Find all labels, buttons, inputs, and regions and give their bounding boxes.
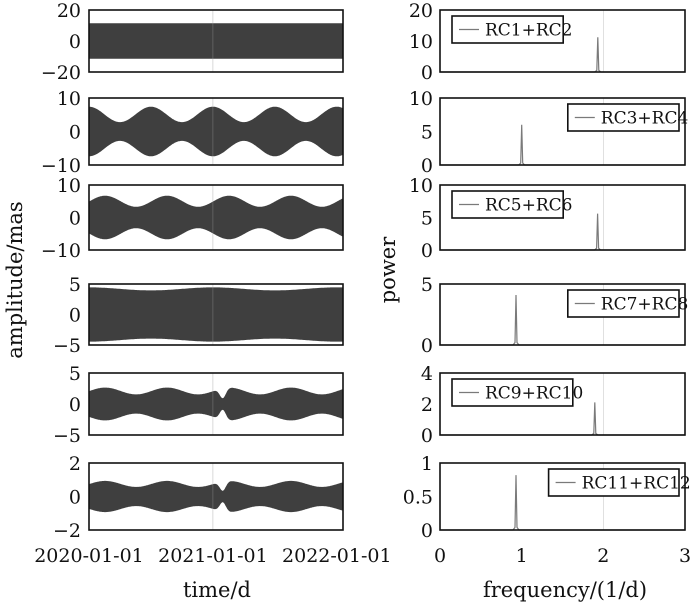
x-tick-label: 2020-01-01	[34, 545, 144, 567]
spectrum-peak	[440, 213, 685, 251]
power-axis-label: power	[376, 236, 400, 303]
y-tick-label: −5	[53, 425, 81, 447]
legend-label: RC5+RC6	[485, 196, 573, 216]
spectrum-peak	[440, 402, 685, 436]
spectrum-panel: 10 5 0 RC5+RC6	[409, 175, 686, 262]
signal-envelope	[89, 287, 343, 342]
y-tick-label: 0	[421, 520, 433, 542]
time-panel: 2 0 −2	[53, 453, 344, 542]
legend-box	[451, 190, 564, 219]
y-tick-label: 0	[69, 394, 81, 416]
panel-frame	[439, 9, 686, 73]
x-tick-label: 3	[679, 545, 691, 567]
signal-envelope	[89, 106, 343, 157]
x-tick-label: 2022-01-01	[282, 545, 392, 567]
y-tick-label: 2	[69, 453, 81, 475]
legend-label: RC1+RC2	[485, 21, 573, 41]
spectrum-panel: 5 0 RC7+RC8	[421, 274, 688, 357]
panel-frame	[88, 372, 344, 436]
legend-label: RC9+RC10	[485, 384, 583, 404]
frequency-axis-label: frequency/(1/d)	[483, 578, 647, 602]
y-tick-label: 0	[69, 487, 81, 509]
panel-frame	[88, 9, 344, 73]
y-tick-label: 0	[69, 31, 81, 53]
time-panel: 5 0 −5	[53, 363, 344, 447]
y-tick-label: 20	[57, 0, 81, 22]
y-tick-label: 10	[57, 175, 81, 197]
time-axis-label: time/d	[183, 578, 251, 602]
y-tick-label: 10	[409, 175, 433, 197]
y-tick-label: 5	[69, 274, 81, 296]
y-tick-label: 4	[421, 363, 433, 385]
y-tick-label: −5	[53, 335, 81, 357]
y-tick-label: 0.5	[403, 487, 433, 509]
x-tick-label: 1	[516, 545, 528, 567]
power-spectrum-panels: 20100RC1+RC21050RC3+RC41050RC5+RC650RC7+…	[403, 0, 691, 567]
y-tick-label: 5	[421, 274, 433, 296]
panel-frame	[439, 283, 686, 346]
y-tick-label: 1	[421, 453, 433, 475]
y-tick-label: 0	[69, 208, 81, 230]
spectrum-panel: 1 0.5 0 RC11+RC12	[403, 453, 691, 542]
y-tick-label: 10	[57, 88, 81, 110]
y-tick-label: 5	[421, 208, 433, 230]
y-tick-label: 10	[409, 88, 433, 110]
y-tick-label: −2	[53, 520, 81, 542]
y-tick-label: 0	[421, 335, 433, 357]
panel-frame	[439, 372, 686, 436]
legend-label: RC7+RC8	[601, 295, 689, 315]
y-tick-label: 10	[409, 31, 433, 53]
y-tick-label: −20	[41, 62, 81, 84]
y-tick-label: 5	[421, 122, 433, 144]
y-tick-label: 0	[421, 240, 433, 262]
panel-frame	[439, 462, 686, 531]
amplitude-axis-label: amplitude/mas	[3, 201, 27, 358]
panel-frame	[88, 283, 344, 346]
signal-envelope	[89, 480, 343, 513]
signal-envelope	[89, 23, 343, 59]
panel-frame	[88, 184, 344, 251]
x-tick-label: 2021-01-01	[158, 545, 268, 567]
y-tick-label: 0	[421, 155, 433, 177]
time-panel: 20 0 −20	[41, 0, 344, 84]
y-tick-label: 0	[421, 425, 433, 447]
legend-label: RC3+RC4	[601, 109, 689, 129]
y-tick-label: 2	[421, 394, 433, 416]
y-tick-label: 0	[69, 122, 81, 144]
legend-label: RC11+RC12	[582, 474, 691, 494]
y-tick-label: 5	[69, 363, 81, 385]
signal-envelope	[89, 387, 343, 421]
panel-frame	[88, 462, 344, 531]
spectrum-panel: 4 2 0 RC9+RC10	[421, 363, 686, 447]
time-series-panels: 200−20100−10100−1050−550−520−22020-01-01…	[34, 0, 391, 567]
y-tick-label: −10	[41, 240, 81, 262]
spectrum-panel: 10 5 0 RC3+RC4	[409, 88, 688, 177]
time-panel: 10 0 −10	[41, 88, 344, 177]
time-panel: 5 0 −5	[53, 274, 344, 357]
panel-frame	[439, 97, 686, 166]
y-tick-label: 0	[69, 305, 81, 327]
x-tick-label: 2	[597, 545, 609, 567]
panel-frame	[439, 184, 686, 251]
time-panel: 10 0 −10	[41, 175, 344, 262]
signal-envelope	[89, 195, 343, 240]
y-tick-label: 20	[409, 0, 433, 22]
x-tick-label: 0	[434, 545, 446, 567]
y-tick-label: 0	[421, 62, 433, 84]
spectrum-panel: 20 10 0 RC1+RC2	[409, 0, 686, 84]
panel-frame	[88, 97, 344, 166]
y-tick-label: −10	[41, 155, 81, 177]
